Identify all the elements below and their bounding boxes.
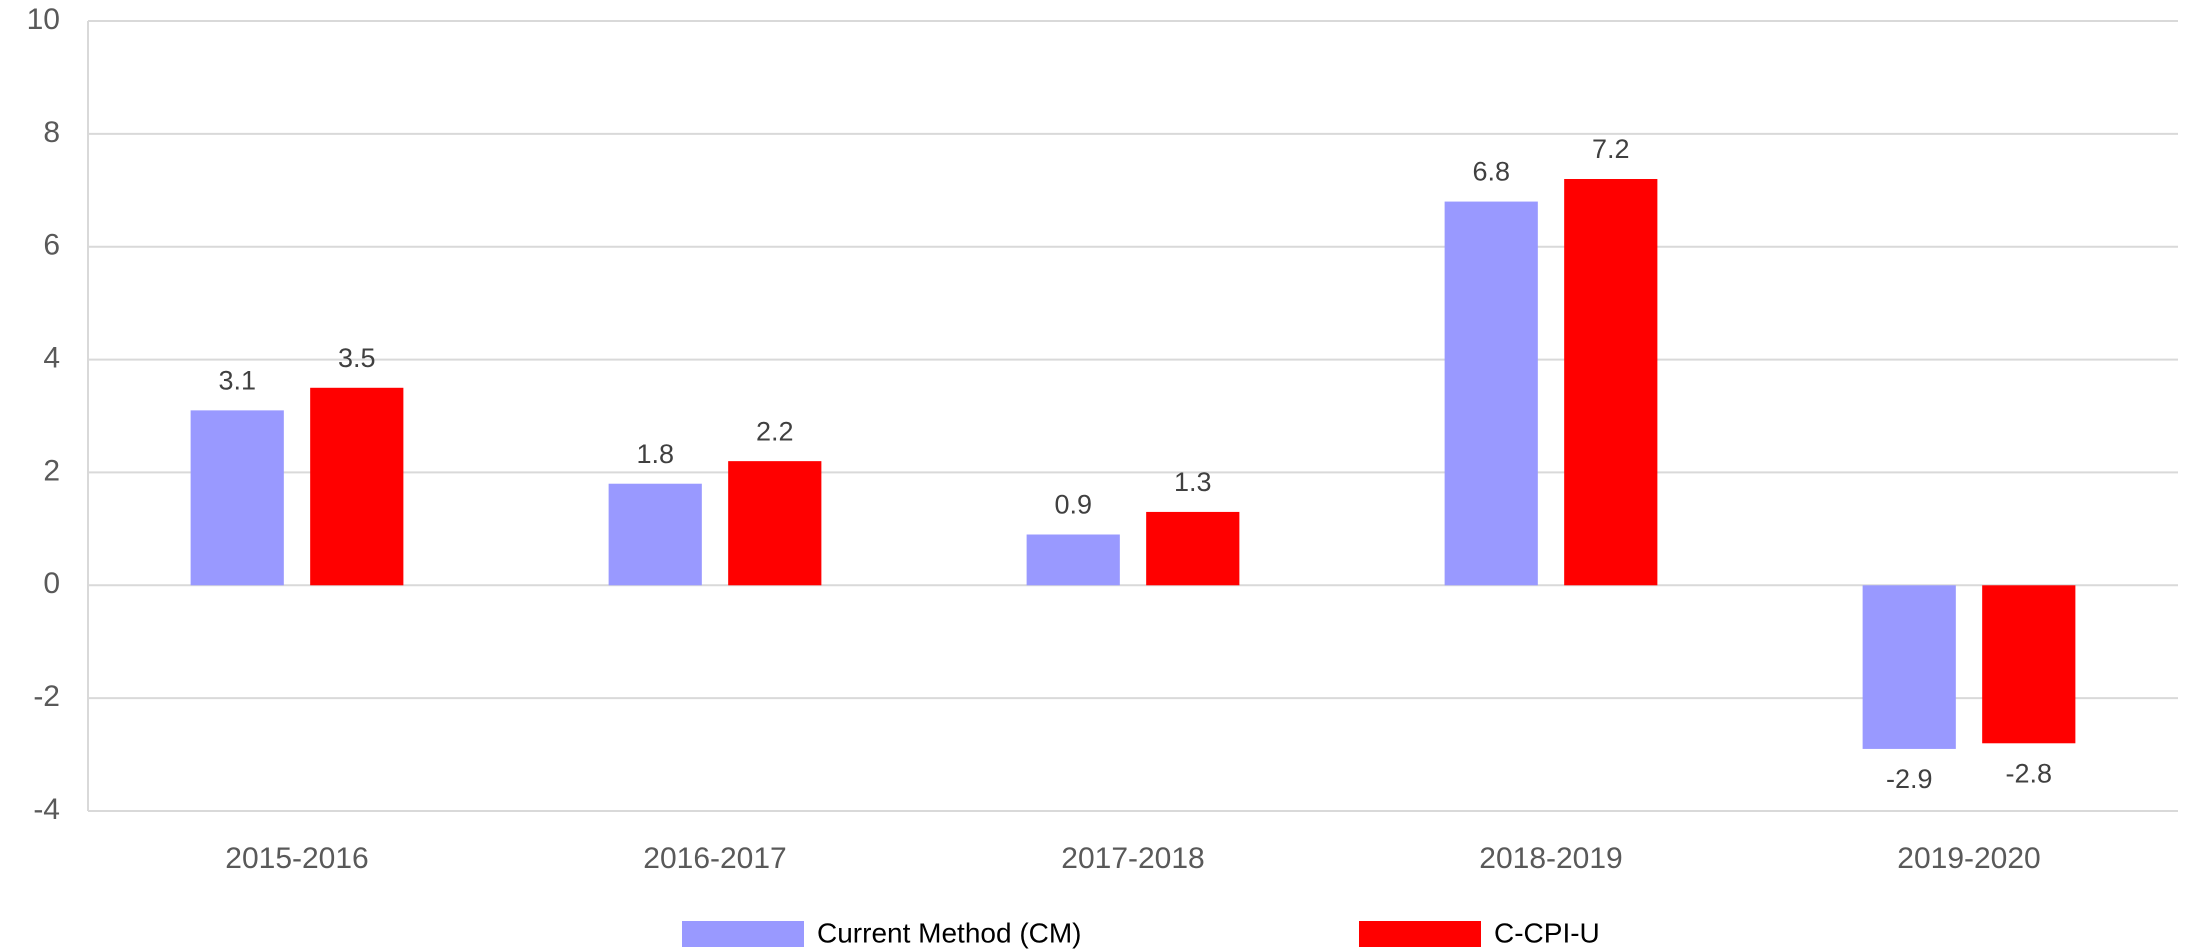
data-label: 0.9 bbox=[1054, 490, 1092, 520]
bar bbox=[310, 387, 404, 586]
x-tick-label: 2018-2019 bbox=[1479, 842, 1622, 875]
bar bbox=[608, 483, 702, 586]
bar bbox=[1982, 585, 2076, 744]
y-tick-label: 4 bbox=[43, 341, 60, 374]
y-tick-label: 6 bbox=[43, 229, 60, 262]
y-tick-label: -2 bbox=[33, 680, 60, 713]
legend-label: Current Method (CM) bbox=[817, 917, 1082, 948]
y-tick-label: 2 bbox=[43, 454, 60, 487]
data-label: 3.1 bbox=[218, 365, 256, 395]
data-label: 1.8 bbox=[636, 439, 674, 469]
bar bbox=[1564, 179, 1658, 586]
data-label: 6.8 bbox=[1472, 157, 1510, 187]
y-tick-label: 8 bbox=[43, 116, 60, 149]
bar bbox=[1146, 511, 1240, 586]
data-label: 3.5 bbox=[338, 343, 376, 373]
x-tick-label: 2016-2017 bbox=[643, 842, 786, 875]
data-label: 7.2 bbox=[1592, 134, 1630, 164]
x-tick-label: 2019-2020 bbox=[1897, 842, 2040, 875]
y-tick-label: 10 bbox=[27, 3, 60, 36]
bar bbox=[1026, 534, 1120, 586]
legend-swatch bbox=[1359, 921, 1481, 947]
legend-label: C-CPI-U bbox=[1494, 917, 1600, 948]
data-label: 1.3 bbox=[1174, 467, 1212, 497]
data-label: -2.8 bbox=[2006, 758, 2053, 788]
bar bbox=[1444, 201, 1538, 586]
x-tick-label: 2015-2016 bbox=[225, 842, 368, 875]
data-label: 2.2 bbox=[756, 416, 794, 446]
y-tick-label: -4 bbox=[33, 793, 60, 826]
bar bbox=[190, 410, 284, 586]
x-tick-label: 2017-2018 bbox=[1061, 842, 1204, 875]
y-tick-label: 0 bbox=[43, 567, 60, 600]
bar bbox=[728, 461, 822, 586]
bar bbox=[1862, 585, 1956, 749]
legend-swatch bbox=[682, 921, 804, 947]
data-label: -2.9 bbox=[1886, 764, 1933, 794]
